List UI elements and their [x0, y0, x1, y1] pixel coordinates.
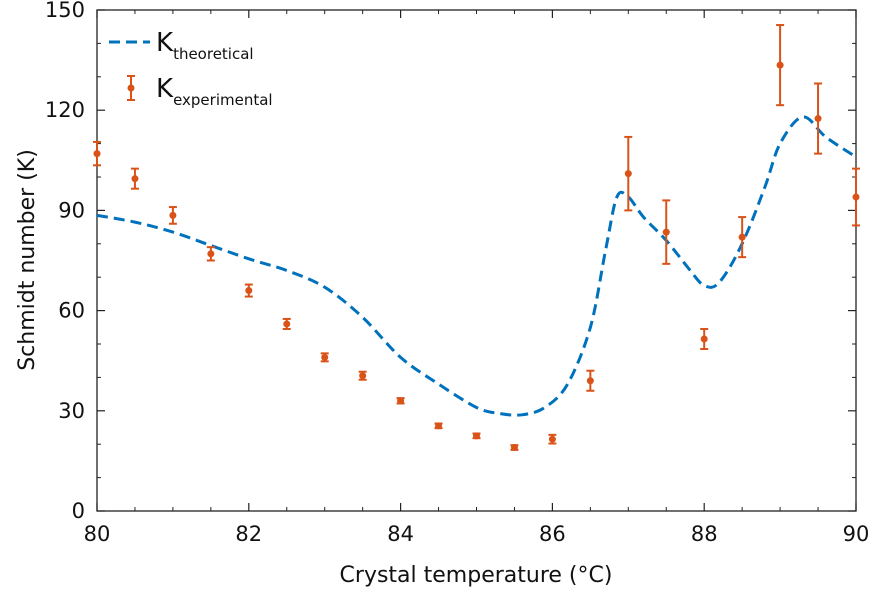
- experimental-point: [168, 206, 177, 225]
- experimental-point: [472, 432, 481, 440]
- experimental-point: [206, 246, 215, 262]
- experimental-point: [244, 283, 253, 298]
- legend-sub-theoretical: theoretical: [173, 45, 254, 63]
- experimental-point: [814, 82, 823, 155]
- data-marker: [624, 170, 632, 178]
- x-tick-label: 80: [84, 522, 111, 546]
- legend-label-experimental: Kexperimental: [156, 74, 273, 109]
- data-marker: [852, 193, 860, 201]
- experimental-point: [93, 140, 101, 167]
- experimental-point: [396, 397, 405, 405]
- data-marker: [207, 250, 215, 258]
- data-marker: [738, 233, 746, 241]
- y-tick-label: 150: [45, 0, 85, 22]
- data-marker: [662, 228, 670, 236]
- legend-label-theoretical: Ktheoretical: [156, 28, 254, 63]
- experimental-point: [738, 216, 747, 259]
- data-marker: [169, 211, 177, 219]
- data-marker: [700, 335, 708, 343]
- data-marker: [359, 372, 367, 380]
- legend-main-theoretical: K: [156, 28, 174, 58]
- data-marker: [131, 175, 139, 183]
- data-marker: [548, 435, 556, 443]
- experimental-point: [434, 422, 443, 430]
- data-marker: [93, 150, 101, 158]
- x-tick-label: 86: [539, 522, 566, 546]
- legend: Ktheoretical Kexperimental: [109, 28, 273, 109]
- y-axis-label: Schmidt number (K): [15, 149, 40, 371]
- legend-main-experimental: K: [156, 74, 174, 104]
- data-marker: [814, 115, 822, 123]
- y-tick-label: 60: [58, 299, 85, 323]
- experimental-point: [776, 24, 785, 107]
- experimental-point: [624, 135, 633, 212]
- series-theoretical: [96, 115, 857, 417]
- series-experimental: [93, 24, 860, 452]
- data-marker: [283, 320, 291, 328]
- y-tick-label: 120: [45, 98, 85, 122]
- y-tick-label: 30: [58, 399, 85, 423]
- data-marker: [245, 287, 253, 295]
- y-tick-label: 90: [58, 198, 85, 222]
- experimental-point: [130, 167, 139, 190]
- data-marker: [321, 353, 329, 361]
- data-marker: [397, 397, 405, 405]
- x-tick-label: 84: [387, 522, 414, 546]
- data-marker: [473, 432, 480, 440]
- experimental-point: [548, 433, 557, 445]
- x-axis-label: Crystal temperature (°C): [340, 563, 613, 588]
- x-tick-label: 90: [843, 522, 870, 546]
- y-tick-label: 0: [72, 499, 85, 523]
- axis-ticks: 80 82 84 86 88 90 0 30 60 90 120 150: [45, 0, 869, 546]
- experimental-point: [662, 199, 671, 265]
- data-marker: [510, 444, 518, 452]
- experimental-point: [852, 167, 860, 227]
- experimental-point: [358, 370, 367, 381]
- experimental-point: [510, 444, 519, 452]
- experimental-point: [282, 317, 291, 330]
- legend-sub-experimental: experimental: [173, 91, 273, 109]
- experimental-point: [700, 327, 709, 351]
- x-tick-label: 82: [235, 522, 262, 546]
- data-marker: [586, 377, 594, 385]
- experimental-point: [320, 352, 329, 363]
- theoretical-curve: [96, 115, 857, 417]
- data-marker: [435, 422, 443, 430]
- data-marker: [776, 61, 784, 69]
- x-tick-label: 88: [691, 522, 718, 546]
- experimental-point: [586, 369, 595, 392]
- legend-swatch-experimental: [127, 75, 135, 101]
